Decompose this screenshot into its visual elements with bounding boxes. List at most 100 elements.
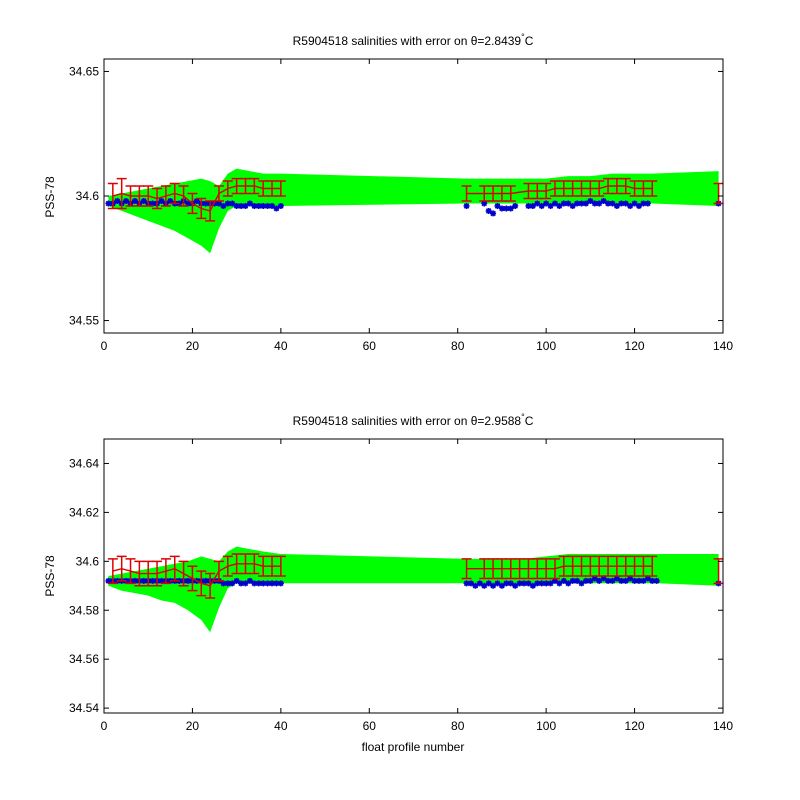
raw-salinity-point — [238, 580, 245, 587]
y-axis-label: PSS-78 — [43, 555, 57, 597]
raw-salinity-point — [202, 577, 209, 584]
calibrated-error-bar — [187, 192, 198, 215]
raw-salinity-point — [578, 200, 585, 207]
calibrated-error-bar — [107, 182, 118, 210]
raw-salinity-point — [503, 580, 510, 587]
raw-salinity-point — [525, 580, 532, 587]
raw-salinity-point — [591, 575, 598, 582]
raw-salinity-point — [605, 577, 612, 584]
x-tick-label: 140 — [713, 339, 733, 353]
calibrated-error-bar — [532, 558, 543, 580]
raw-salinity-point — [485, 207, 492, 214]
raw-salinity-point — [622, 577, 629, 584]
calibrated-error-bar — [160, 185, 171, 207]
raw-salinity-point — [635, 577, 642, 584]
raw-salinity-point — [242, 580, 249, 587]
raw-salinity-point — [640, 200, 647, 207]
raw-salinity-point — [551, 200, 558, 207]
raw-salinity-point — [622, 200, 629, 207]
raw-salinity-point — [613, 575, 620, 582]
raw-salinity-point — [498, 582, 505, 589]
calibrated-error-bar — [461, 185, 472, 202]
calibrated-error-bar — [585, 555, 596, 577]
calibrated-error-bar — [611, 177, 622, 195]
calibrated-error-bar — [169, 182, 180, 205]
raw-salinity-point — [260, 580, 267, 587]
raw-salinity-point — [618, 200, 625, 207]
raw-salinity-point — [158, 197, 165, 204]
calibrated-error-bar — [178, 185, 189, 207]
calibrated-line — [112, 185, 281, 212]
calibrated-error-bar — [576, 555, 587, 577]
calibrated-error-bar — [549, 180, 560, 197]
raw-salinity-point — [251, 202, 258, 209]
raw-salinity-point — [574, 577, 581, 584]
calibrated-error-bar — [107, 558, 118, 585]
raw-salinity-point — [140, 197, 147, 204]
raw-salinity-point — [565, 580, 572, 587]
calibrated-error-bar — [505, 185, 516, 202]
calibrated-error-bar — [231, 553, 242, 575]
calibrated-line — [466, 185, 653, 195]
chart-top: R5904518 salinities with error on θ=2.84… — [43, 32, 733, 353]
raw-salinity-point — [631, 200, 638, 207]
calibrated-error-bar — [541, 182, 552, 200]
raw-salinity-point — [551, 577, 558, 584]
raw-salinity-point — [472, 582, 479, 589]
calibrated-error-bar — [496, 558, 507, 580]
raw-salinity-point — [605, 200, 612, 207]
calibrated-error-bar — [152, 187, 163, 210]
raw-salinity-point — [525, 202, 532, 209]
calibrated-error-bar — [461, 558, 472, 580]
raw-salinity-point — [251, 580, 258, 587]
raw-salinity-point — [260, 202, 267, 209]
raw-salinity-point — [140, 577, 147, 584]
raw-salinity-point — [149, 577, 156, 584]
calibrated-error-bar — [143, 185, 154, 207]
calibrated-error-bar — [594, 180, 605, 197]
raw-salinity-point — [596, 577, 603, 584]
plot-area: 0 20 40 60 80 100 120 140 34.54 34.56 34.58 34.6 34.… — [69, 438, 733, 733]
calibrated-error-bar — [638, 555, 649, 577]
calibrated-error-bar — [496, 185, 507, 202]
calibrated-error-bar — [603, 555, 614, 577]
x-tick-label: 40 — [274, 719, 288, 733]
raw-salinity-point — [255, 202, 262, 209]
raw-salinity-point — [543, 200, 550, 207]
x-tick-label: 120 — [625, 719, 645, 733]
raw-salinity-point — [507, 205, 514, 212]
raw-salinity-point — [105, 200, 112, 207]
raw-salinity-point — [114, 197, 121, 204]
raw-salinity-point — [485, 580, 492, 587]
raw-salinity-point — [215, 200, 222, 207]
calibrated-error-bar — [205, 572, 216, 599]
raw-salinity-point — [264, 202, 271, 209]
raw-salinity-point — [167, 197, 174, 204]
raw-salinity-point — [529, 582, 536, 589]
raw-salinity-point — [193, 197, 200, 204]
chart-bottom: R5904518 salinities with error on θ=2.95… — [43, 412, 733, 754]
raw-salinity-point — [498, 205, 505, 212]
raw-salinity-point — [556, 580, 563, 587]
calibrated-error-bar — [629, 180, 640, 197]
x-tick-label: 60 — [363, 719, 377, 733]
raw-salinity-point — [149, 200, 156, 207]
y-tick-label: 34.55 — [69, 314, 99, 328]
raw-salinity-point — [158, 577, 165, 584]
raw-salinity-point — [481, 582, 488, 589]
raw-salinity-point — [185, 200, 192, 207]
raw-salinity-point — [587, 577, 594, 584]
raw-salinity-point — [521, 580, 528, 587]
raw-salinity-point — [627, 575, 634, 582]
y-tick-label: 34.54 — [69, 701, 99, 715]
raw-salinity-point — [649, 577, 656, 584]
calibrated-error-bar — [488, 558, 499, 580]
calibrated-error-bar — [213, 560, 224, 582]
y-tick-label: 34.65 — [69, 64, 99, 78]
calibrated-error-bar — [611, 555, 622, 577]
x-tick-label: 140 — [713, 719, 733, 733]
calibrated-error-bar — [134, 560, 145, 587]
raw-salinity-point — [255, 580, 262, 587]
calibrated-error-bar — [196, 570, 207, 597]
